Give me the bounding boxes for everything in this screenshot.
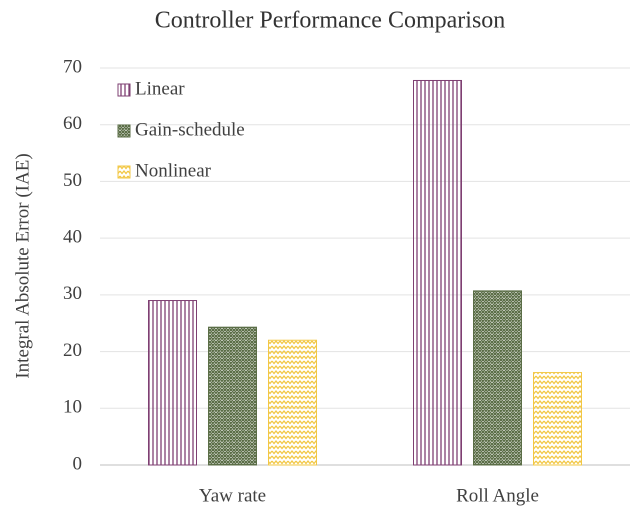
bar <box>208 326 257 466</box>
legend-label: Gain-schedule <box>135 119 245 140</box>
x-tick-label: Yaw rate <box>199 485 266 506</box>
legend-label: Linear <box>135 78 185 99</box>
legend-swatch <box>117 83 131 97</box>
legend-swatch <box>117 124 131 138</box>
y-tick-label: 0 <box>73 453 83 474</box>
y-tick-label: 70 <box>63 56 82 77</box>
y-tick-label: 50 <box>63 170 82 191</box>
chart-title: Controller Performance Comparison <box>155 8 506 34</box>
y-tick-label: 60 <box>63 113 82 134</box>
bar <box>268 339 317 466</box>
legend-swatch <box>117 165 131 179</box>
legend-label: Nonlinear <box>135 160 212 181</box>
bar <box>148 300 197 466</box>
y-tick-label: 20 <box>63 340 82 361</box>
y-axis-label: Integral Absolute Error (IAE) <box>12 153 33 378</box>
y-tick-label: 40 <box>63 227 82 248</box>
x-tick-label: Roll Angle <box>456 485 539 506</box>
bar <box>413 79 462 466</box>
y-tick-label: 30 <box>63 283 82 304</box>
bar <box>473 290 522 466</box>
bar <box>533 372 582 466</box>
y-tick-label: 10 <box>63 397 82 418</box>
